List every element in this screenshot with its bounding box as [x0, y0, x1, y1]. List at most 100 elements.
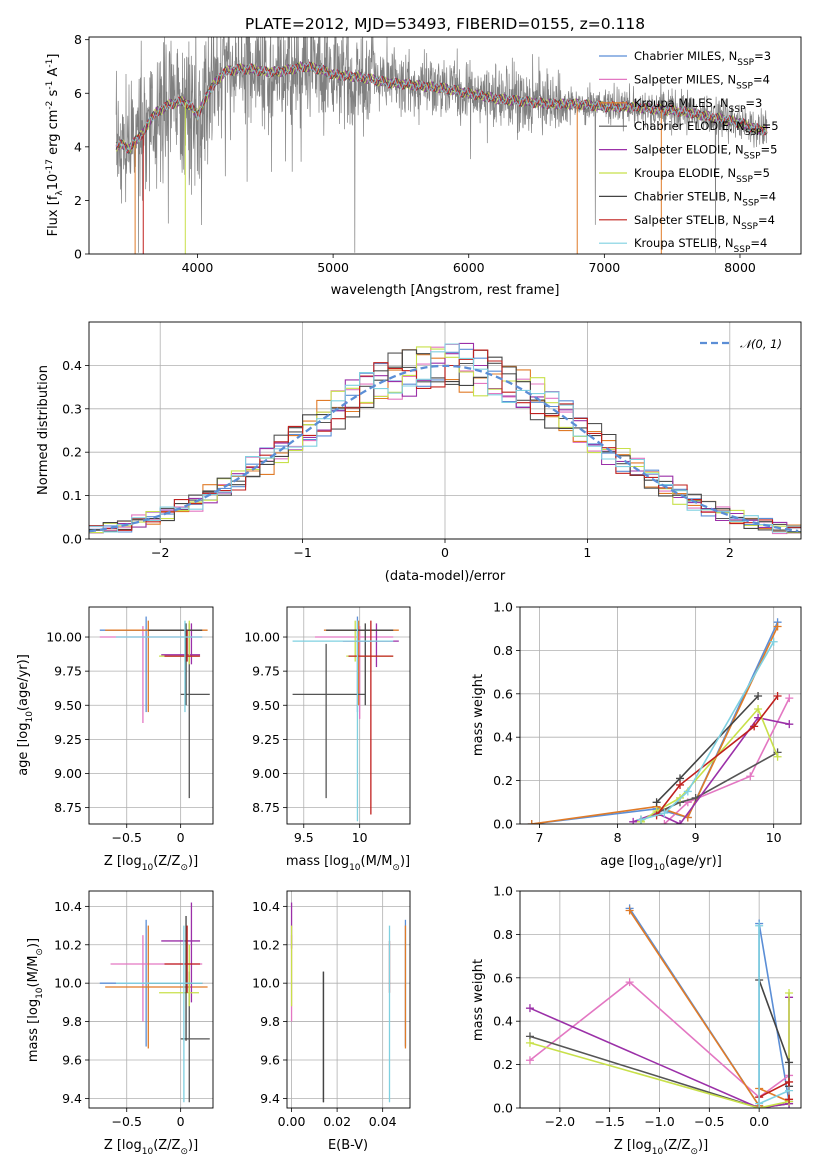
- weight-marker-salpeter_elodie: [785, 720, 794, 729]
- x-tick-label: 6000: [453, 260, 485, 275]
- x-tick-label: −0.5: [694, 1114, 724, 1129]
- x-tick-label: 0.0: [749, 1114, 769, 1129]
- weight-marker-chabrier_stelib: [785, 1058, 794, 1067]
- y-tick-label: 0.1: [62, 488, 82, 503]
- weight-marker-salpeter_miles: [746, 772, 755, 781]
- y-tick-label: 10.4: [54, 899, 82, 914]
- legend-entry-kroupa_elodie: Kroupa ELODIE, NSSP=5: [634, 166, 770, 185]
- y-tick-label: 8.75: [54, 800, 82, 815]
- weight-marker-kroupa_stelib: [755, 921, 764, 930]
- weight-line-salpeter_stelib: [655, 695, 779, 816]
- x-tick-label: 0: [441, 545, 449, 560]
- figure-title: PLATE=2012, MJD=53493, FIBERID=0155, z=0…: [245, 15, 645, 33]
- legend-entry-salpeter_elodie: Salpeter ELODIE, NSSP=5: [634, 143, 777, 162]
- x-axis-label: Z [log10(Z/Z⊙)]: [614, 1138, 708, 1157]
- y-tick-label: 0.2: [62, 445, 82, 460]
- y-tick-label: 0.0: [62, 532, 82, 547]
- x-tick-label: −1.5: [595, 1114, 625, 1129]
- weight-marker-salpeter_stelib: [785, 1077, 794, 1086]
- x-tick-label: 1: [583, 545, 591, 560]
- weight-marker-kroupa_elodie: [773, 752, 782, 761]
- x-tick-label: 2: [726, 545, 734, 560]
- plot-area: [525, 904, 794, 1108]
- panel-age_vs_mass: 9.5 10 8.75 9.00 9.25 9.50 9.75 10.00 mass [log1…: [244, 606, 411, 873]
- y-tick-label: 10.4: [252, 899, 280, 914]
- x-axis-label: E(B-V): [328, 1138, 368, 1153]
- weight-marker-salpeter_stelib: [750, 722, 759, 731]
- y-tick-label: 9.25: [252, 732, 280, 747]
- y-tick-label: 0.4: [493, 730, 513, 745]
- axes-frame: [286, 606, 411, 825]
- legend: 𝒩(0, 1): [700, 337, 782, 351]
- y-tick-label: 10.0: [252, 976, 280, 991]
- x-tick-label: −1.0: [644, 1114, 674, 1129]
- y-tick-label: 9.00: [54, 766, 82, 781]
- x-tick-label: −0.5: [112, 1114, 142, 1129]
- weight-marker-salpeter_miles: [625, 978, 634, 987]
- panel-spectrum: 4000 5000 6000 7000 8000 0 2 4 6 8 wavelength [Ang…: [45, 32, 802, 298]
- y-tick-label: 0.2: [493, 1057, 513, 1072]
- axes-frame: [88, 321, 802, 540]
- panel-weight_vs_Z: −2.0 −1.5 −1.0 −0.5 0.0 0.0 0.2 0.4 0.6 0.8 1.0 Z […: [471, 884, 802, 1157]
- weight-line-kroupa_miles: [531, 626, 779, 824]
- y-tick-label: 10.00: [46, 630, 82, 645]
- x-axis-label: Z [log10(Z/Z⊙)]: [104, 1138, 198, 1157]
- spectrum-model-line: [115, 61, 768, 153]
- y-tick-label: 0.4: [62, 358, 82, 373]
- weight-marker-kroupa_elodie: [525, 1038, 534, 1047]
- weight-marker-salpeter_stelib: [773, 691, 782, 700]
- y-tick-label: 9.6: [62, 1052, 82, 1067]
- plot-area: [527, 618, 794, 824]
- y-axis-label: Flux [fλ10-17 erg cm-2 s-1 A-1]: [45, 54, 65, 237]
- x-tick-label: 7: [536, 830, 544, 845]
- x-tick-label: 8000: [724, 260, 756, 275]
- weight-marker-kroupa_elodie: [785, 988, 794, 997]
- y-tick-label: 9.50: [54, 698, 82, 713]
- panel-mass_vs_Z: −0.5 0 9.4 9.6 9.8 10.0 10.2 10.4 Z [log10(Z/Z⊙)…: [26, 890, 214, 1157]
- weight-line-kroupa_stelib: [640, 641, 775, 821]
- y-tick-label: 9.00: [252, 766, 280, 781]
- y-axis-label: mass weight: [471, 959, 486, 1041]
- y-tick-label: 4: [74, 139, 82, 154]
- legend-entry-salpeter_stelib: Salpeter STELIB, NSSP=4: [634, 213, 775, 232]
- weight-marker-chabrier_stelib: [652, 798, 661, 807]
- y-tick-label: 9.8: [62, 1014, 82, 1029]
- panel-residuals: −2 −1 0 1 2 0.0 0.1 0.2 0.3 0.4 (data-model)/error…: [36, 321, 802, 584]
- axes-frame: [88, 36, 802, 255]
- axes-frame: [88, 606, 214, 825]
- weight-marker-kroupa_stelib: [660, 809, 669, 818]
- y-tick-label: 8.75: [252, 800, 280, 815]
- legend-entry-normal: 𝒩(0, 1): [740, 337, 782, 351]
- plot-area: [89, 342, 801, 535]
- y-tick-label: 0.6: [493, 970, 513, 985]
- weight-marker-kroupa_miles: [527, 820, 536, 824]
- weight-marker-kroupa_stelib: [636, 815, 645, 824]
- y-tick-label: 0.8: [493, 643, 513, 658]
- y-tick-label: 0.3: [62, 401, 82, 416]
- y-tick-label: 8: [74, 32, 82, 47]
- legend-entry-kroupa_stelib: Kroupa STELIB, NSSP=4: [634, 236, 767, 255]
- weight-marker-salpeter_stelib: [785, 1095, 794, 1104]
- y-tick-label: 1.0: [493, 884, 513, 899]
- plot-area: [290, 902, 407, 1103]
- x-tick-label: 10: [352, 830, 368, 845]
- histogram-salpeter_stelib: [89, 349, 801, 533]
- spectrum-model-line: [115, 61, 768, 154]
- normal-curve: [89, 364, 799, 533]
- weight-marker-salpeter_stelib: [676, 780, 685, 789]
- panel-mass_vs_ebv: 0.00 0.02 0.04 9.4 9.6 9.8 10.0 10.2 10.4 E(B-V): [252, 890, 411, 1153]
- axes-frame: [519, 890, 802, 1109]
- x-tick-label: −0.5: [112, 830, 142, 845]
- axes-frame: [88, 890, 214, 1109]
- weight-marker-kroupa_miles: [625, 906, 634, 915]
- weight-marker-chabrier_stelib: [754, 691, 763, 700]
- y-tick-label: 9.50: [252, 698, 280, 713]
- y-tick-label: 10.00: [244, 630, 280, 645]
- weight-marker-salpeter_elodie: [676, 820, 685, 824]
- y-axis-label: mass weight: [471, 674, 486, 756]
- y-tick-label: 9.8: [260, 1014, 280, 1029]
- x-tick-label: 7000: [588, 260, 620, 275]
- x-tick-label: 0: [177, 830, 185, 845]
- x-tick-label: 0.02: [323, 1114, 351, 1129]
